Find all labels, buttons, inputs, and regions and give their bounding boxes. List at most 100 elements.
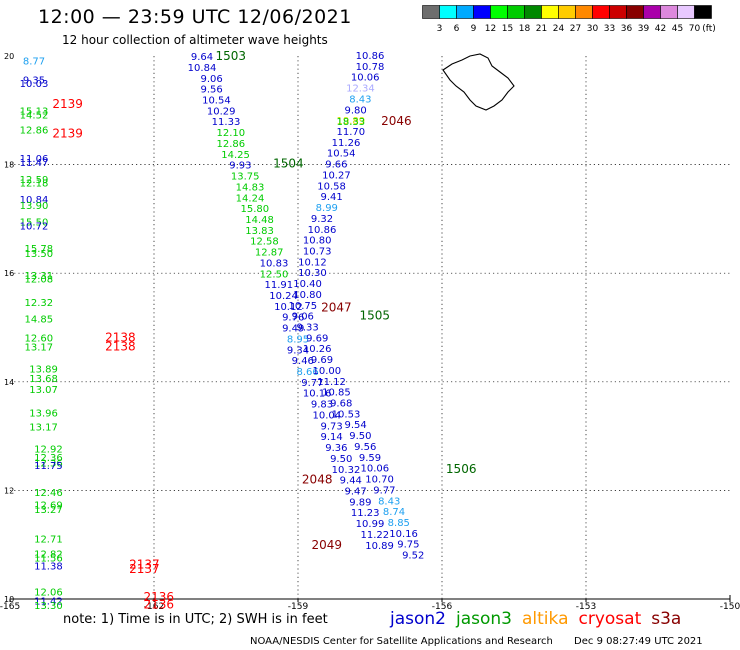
colorbar-label: 24 [553,24,565,34]
wave-height-point: 14.52 [20,111,49,122]
wave-height-point: 10.54 [202,96,231,107]
wave-height-point: 9.93 [229,161,251,172]
wave-height-point: 10.32 [332,465,361,476]
x-tick-label: -165 [0,602,20,610]
y-tick-label: 18 [4,161,14,170]
wave-height-point: 12.86 [216,139,245,150]
wave-height-point: 18.33 [336,117,365,128]
wave-height-point: 12.08 [24,275,53,286]
x-tick-label: -153 [576,602,596,610]
wave-height-point: 10.80 [293,290,322,301]
pass-id-label: 2136 [144,598,175,610]
wave-height-point: 8.77 [23,56,45,67]
wave-height-point: 9.47 [344,486,366,497]
wave-height-point: 15.13 [20,106,49,117]
wave-height-point: 10.30 [298,268,327,279]
wave-height-point: 9.69 [311,355,333,366]
wave-height-point: 9.50 [330,454,352,465]
wave-height-point: 11.56 [34,553,63,564]
colorbar-unit: (ft) [702,24,716,34]
wave-height-point: 12.18 [20,179,49,190]
wave-height-point: 9.69 [306,333,328,344]
wave-height-point: 10.16 [389,529,418,540]
wave-height-point: 10.04 [312,410,341,421]
pass-id-label: 2046 [381,114,412,128]
wave-height-point: 11.42 [34,597,63,608]
wave-height-point: 10.89 [365,541,394,552]
wave-height-point: 8.74 [383,507,405,518]
wave-height-point: 11.12 [317,377,346,388]
wave-height-point: 12.92 [34,445,63,456]
wave-height-point: 10.75 [288,301,317,312]
colorbar-label: 21 [536,24,547,34]
y-tick-label: 14 [4,378,14,387]
wave-height-point: 10.84 [188,63,217,74]
wave-height-point: 10.84 [20,195,49,206]
wave-height-point: 9.56 [354,442,376,453]
wave-height-point: 10.24 [269,291,298,302]
wave-height-point: 10.12 [274,302,303,313]
wave-height-point: 9.35 [23,75,45,86]
y-tick-label: 20 [4,52,14,61]
wave-height-point: 10.16 [303,389,332,400]
wave-height-point: 10.40 [293,279,322,290]
color-scale-bar: 3 6 9 12 15 18 21 24 27 30 33 36 39 42 45 70 (ft) [422,5,716,34]
wave-height-point: 10.00 [312,366,341,377]
legend-item-cryosat: cryosat [578,609,642,629]
wave-height-point: 10.72 [20,222,49,233]
wave-height-point: 8.43 [349,94,371,105]
wave-height-point: 12.58 [250,237,279,248]
footnote: note: 1) Time is in UTC; 2) SWH is in fe… [63,612,328,627]
wave-height-point: 8.95 [287,334,309,345]
wave-height-point: 9.73 [320,421,342,432]
wave-height-point: 11.06 [20,154,49,165]
wave-height-point: 10.73 [303,246,332,257]
wave-height-point: 13.31 [24,271,53,282]
pass-id-label: 2136 [144,590,175,604]
wave-height-point: 12.82 [34,549,63,560]
wave-height-point: 9.68 [330,399,352,410]
wave-height-point: 9.54 [344,420,366,431]
footer: NOAA/NESDIS Center for Satellite Applica… [250,636,703,647]
wave-height-point: 9.32 [311,214,333,225]
colorbar-label: 27 [570,24,581,34]
wave-height-point: 9.56 [200,85,222,96]
wave-height-map: -165 -162 -159 -156 -153 -150 10 12 14 16 18 20 8.77… [0,49,740,610]
wave-height-point: 10.06 [360,464,389,475]
wave-height-point: 10.86 [308,225,337,236]
wave-height-point: 11.26 [332,138,361,149]
wave-height-point: 13.17 [24,343,53,354]
wave-height-point: 12.06 [34,587,63,598]
legend-item-jason3: jason3 [456,609,512,629]
wave-height-point: 9.80 [344,105,366,116]
wave-height-point: 19.89 [336,116,365,127]
wave-height-point: 10.78 [356,62,385,73]
pass-id-label: 2137 [129,557,160,571]
wave-height-point: 14.85 [24,314,53,325]
pass-id-label: 1503 [216,49,247,63]
wave-height-point: 9.66 [325,160,347,171]
wave-height-point: 13.30 [34,601,63,610]
wave-height-point: 13.27 [34,505,63,516]
wave-height-point: 13.68 [29,374,58,385]
wave-height-point: 15.50 [20,218,49,229]
wave-height-point: 15.80 [240,204,269,215]
legend-item-s3a: s3a [651,609,682,629]
colorbar-label: 70 [689,24,701,34]
wave-height-point: 10.06 [351,73,380,84]
wave-height-point: 10.58 [317,181,346,192]
colorbar-label: 36 [621,24,633,34]
wave-height-point: 13.50 [24,249,53,260]
wave-height-point: 10.53 [332,409,361,420]
wave-height-point: 13.17 [29,422,58,433]
wave-height-point: 11.70 [336,127,365,138]
y-tick-label: 10 [4,595,14,604]
wave-height-point: 13.83 [245,226,274,237]
wave-height-point: 9.33 [296,323,318,334]
x-tick-label: -162 [144,602,164,610]
wave-height-point: 10.29 [207,106,236,117]
pass-id-label: 2137 [129,562,160,576]
x-tick-label: -150 [720,602,740,610]
wave-height-point: 11.75 [34,461,63,472]
pass-id-label: 2139 [52,97,83,111]
